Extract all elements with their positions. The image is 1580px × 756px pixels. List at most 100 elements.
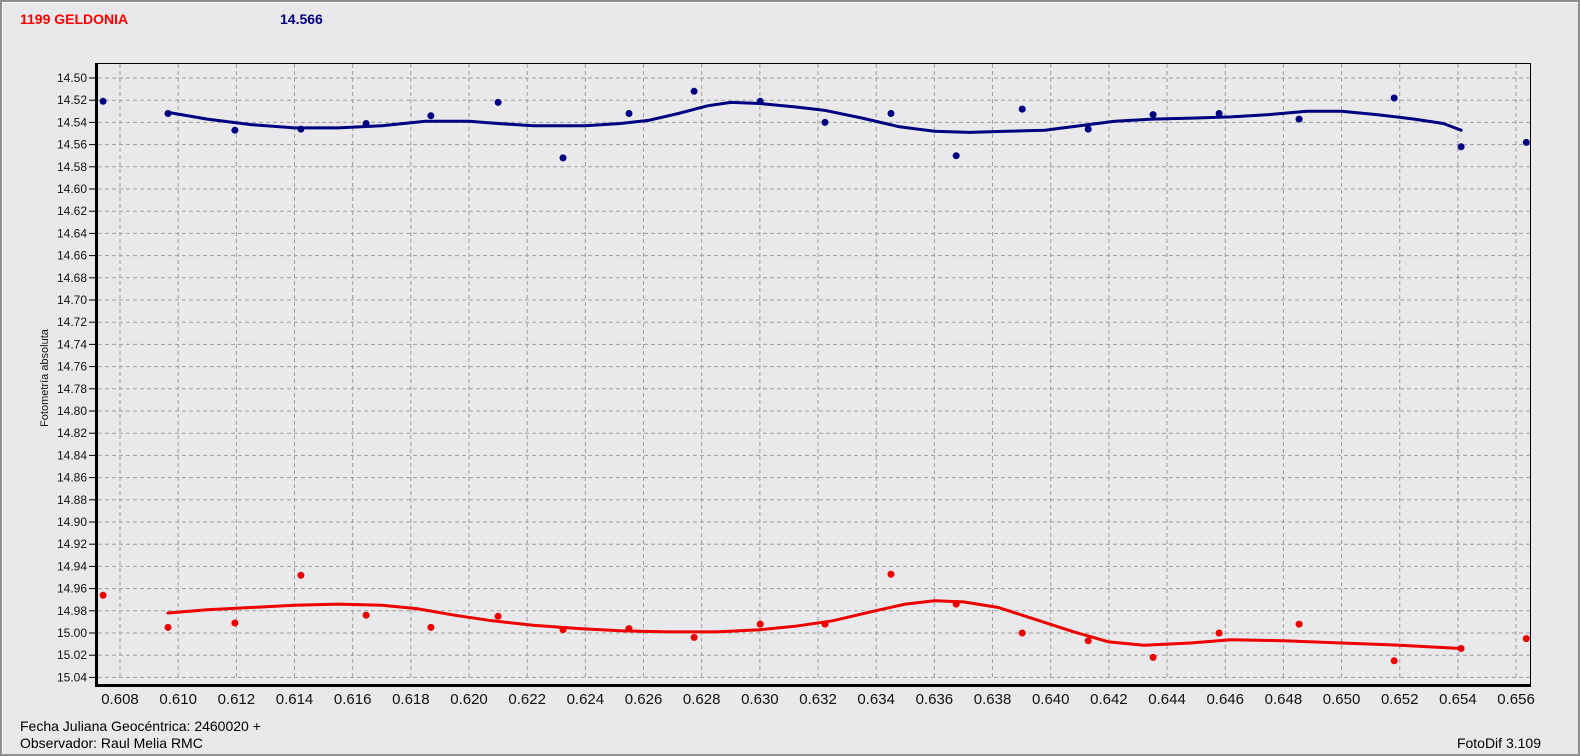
data-point xyxy=(362,611,370,619)
plot-frame xyxy=(95,63,1531,687)
x-axis-line xyxy=(95,684,1531,687)
observer-text: Observador: Raul Melia RMC xyxy=(20,735,203,751)
y-tick-label: 15.00 xyxy=(57,626,87,640)
data-point xyxy=(494,98,502,106)
data-point xyxy=(362,120,370,127)
y-tick-label: 14.96 xyxy=(57,582,87,596)
data-point xyxy=(297,571,305,579)
mean-magnitude-value: 14.566 xyxy=(280,11,323,27)
chart-header: 1199 GELDONIA 14.566 xyxy=(2,11,1578,33)
data-point xyxy=(821,118,829,126)
x-tick-label: 0.610 xyxy=(159,691,197,708)
x-tick-label: 0.620 xyxy=(450,691,488,708)
data-point xyxy=(690,633,698,641)
y-tick-label: 14.50 xyxy=(57,71,87,85)
y-tick-label: 14.94 xyxy=(57,559,87,573)
data-point xyxy=(1295,620,1303,628)
x-tick-label: 0.638 xyxy=(974,691,1012,708)
x-tick-label: 0.626 xyxy=(625,691,663,708)
y-tick-label: 14.62 xyxy=(57,204,87,218)
x-tick-label: 0.612 xyxy=(218,691,256,708)
data-point xyxy=(1084,125,1092,133)
x-axis-labels: 0.608 0.610 0.612 0.614 0.616 0.618 0.620 0.622… xyxy=(101,691,1535,708)
data-point xyxy=(1149,653,1157,661)
data-point xyxy=(1295,115,1303,123)
y-tick-label: 15.04 xyxy=(57,670,87,684)
y-tick-label: 14.66 xyxy=(57,249,87,263)
data-point xyxy=(1457,143,1465,151)
data-point xyxy=(1018,105,1026,113)
data-point xyxy=(1018,629,1026,637)
y-tick-label: 14.64 xyxy=(57,226,87,240)
x-tick-label: 0.648 xyxy=(1265,691,1303,708)
data-point xyxy=(494,612,502,620)
data-point xyxy=(625,625,633,633)
y-axis-labels: 14.50 14.52 14.54 14.56 14.58 14.60 14.62 14.64… xyxy=(57,71,87,684)
x-tick-label: 0.640 xyxy=(1032,691,1070,708)
gridlines xyxy=(98,64,1530,678)
x-tick-label: 0.644 xyxy=(1148,691,1186,708)
data-point xyxy=(1390,657,1398,665)
y-tick-label: 14.82 xyxy=(57,426,87,440)
data-point xyxy=(952,152,960,160)
x-tick-label: 0.632 xyxy=(799,691,837,708)
data-point xyxy=(690,87,698,95)
y-tick-label: 14.88 xyxy=(57,493,87,507)
x-tick-label: 0.636 xyxy=(916,691,954,708)
blue-fit-line xyxy=(166,100,1463,134)
data-point xyxy=(887,570,895,578)
y-tick-label: 14.58 xyxy=(57,160,87,174)
x-tick-label: 0.654 xyxy=(1439,691,1477,708)
y-tick-label: 14.80 xyxy=(57,404,87,418)
data-point xyxy=(559,626,567,634)
data-point xyxy=(821,620,829,628)
y-tick-label: 14.52 xyxy=(57,93,87,107)
data-point xyxy=(164,110,172,117)
data-point xyxy=(1522,635,1530,643)
y-tick-label: 14.74 xyxy=(57,337,87,351)
data-point xyxy=(887,110,895,117)
y-tick-label: 14.72 xyxy=(57,315,87,329)
x-tick-label: 0.622 xyxy=(508,691,546,708)
y-tick-label: 14.86 xyxy=(57,471,87,485)
y-tick-label: 14.56 xyxy=(57,138,87,152)
red-photometry-points xyxy=(99,570,1530,665)
data-point xyxy=(99,591,107,599)
frame-right xyxy=(1530,63,1531,687)
data-point xyxy=(756,620,764,628)
y-tick-label: 14.92 xyxy=(57,537,87,551)
data-point xyxy=(1215,629,1223,637)
y-tick-label: 14.68 xyxy=(57,271,87,285)
y-tick-label: 14.78 xyxy=(57,382,87,396)
data-point xyxy=(756,97,764,105)
data-point xyxy=(1149,111,1157,119)
x-tick-label: 0.650 xyxy=(1323,691,1361,708)
x-tick-label: 0.628 xyxy=(683,691,721,708)
data-point xyxy=(427,112,435,120)
julian-date-text: Fecha Juliana Geocéntrica: 2460020 + xyxy=(20,718,261,734)
data-point xyxy=(99,97,107,105)
data-point xyxy=(1457,645,1465,652)
data-point xyxy=(231,126,239,134)
x-tick-label: 0.642 xyxy=(1090,691,1128,708)
x-tick-label: 0.634 xyxy=(857,691,895,708)
y-tick-label: 14.98 xyxy=(57,604,87,618)
x-tick-label: 0.630 xyxy=(741,691,779,708)
data-point xyxy=(427,623,435,631)
x-tick-label: 0.608 xyxy=(101,691,139,708)
x-tick-label: 0.614 xyxy=(276,691,314,708)
frame-top xyxy=(98,63,1531,64)
y-tick-label: 14.76 xyxy=(57,360,87,374)
asteroid-name: 1199 GELDONIA xyxy=(20,11,129,27)
x-tick-label: 0.624 xyxy=(567,691,605,708)
y-axis-title: Fotometría absoluta xyxy=(39,328,51,427)
y-tick-label: 15.02 xyxy=(57,648,87,662)
data-point xyxy=(952,600,960,608)
red-fit-line xyxy=(166,599,1463,650)
blue-photometry-points xyxy=(99,87,1530,162)
data-point xyxy=(297,125,305,133)
data-point xyxy=(625,110,633,117)
